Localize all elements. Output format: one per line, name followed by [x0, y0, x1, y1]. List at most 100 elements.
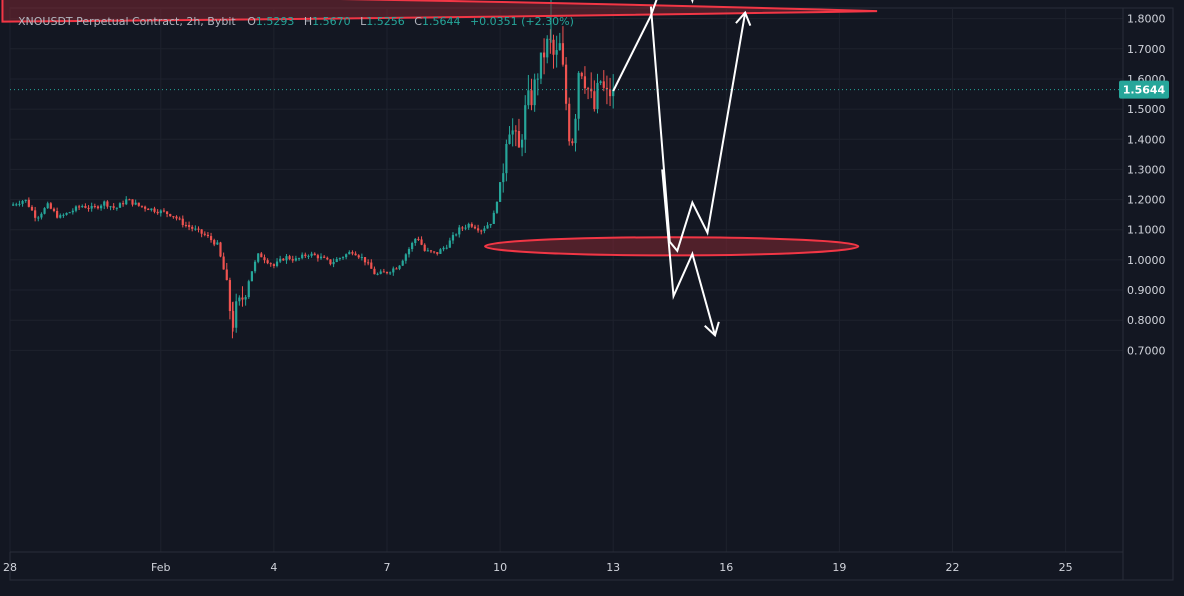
candle-body: [583, 76, 587, 89]
candle: [423, 243, 426, 252]
candle: [401, 259, 404, 267]
candle-body: [429, 250, 433, 252]
candle-body: [564, 64, 568, 104]
candle-body: [492, 212, 495, 224]
candle: [338, 257, 341, 261]
candle: [140, 205, 144, 208]
y-tick-label: 1.7000: [1127, 43, 1166, 56]
candle: [37, 215, 40, 222]
candle: [411, 241, 414, 252]
candle-body: [291, 259, 294, 261]
candle: [533, 73, 536, 112]
candle: [194, 225, 197, 231]
candle: [379, 269, 382, 275]
candle-body: [586, 88, 590, 90]
candle: [360, 253, 363, 261]
candle-body: [37, 217, 40, 219]
y-tick-label: 0.9000: [1127, 284, 1166, 297]
candle: [370, 259, 373, 269]
candle-body: [602, 81, 605, 88]
candle-body: [118, 203, 122, 208]
candle: [373, 266, 376, 275]
candle: [56, 207, 59, 219]
candle: [62, 213, 65, 218]
candle-body: [209, 236, 213, 241]
candle-body: [395, 268, 398, 270]
candle-body: [84, 206, 87, 208]
arrow-path: [612, 0, 694, 92]
candle-body: [495, 201, 499, 213]
candle: [169, 213, 172, 217]
candle: [520, 134, 524, 157]
candle: [351, 250, 354, 256]
candle: [213, 238, 216, 247]
candle: [564, 57, 568, 111]
candle-body: [401, 260, 404, 266]
grid-lines: [9, 8, 1123, 552]
candle-body: [150, 208, 153, 211]
candle: [546, 35, 549, 64]
candle: [225, 262, 228, 281]
candle: [458, 224, 461, 238]
candle-body: [335, 259, 338, 262]
legend-open-label: O: [247, 15, 256, 28]
candle-body: [571, 141, 574, 144]
candle-body: [392, 268, 395, 273]
candle: [590, 72, 593, 99]
candle: [542, 38, 546, 75]
last-price-tag: 1.5644: [1123, 84, 1166, 97]
candle: [279, 255, 282, 264]
candle: [219, 241, 222, 258]
candle-body: [78, 206, 81, 208]
candle-body: [517, 130, 521, 148]
candle: [34, 206, 37, 222]
candle-body: [558, 43, 561, 51]
candle: [313, 252, 316, 256]
candle-body: [143, 206, 147, 209]
candle: [238, 295, 241, 306]
candle-body: [577, 72, 580, 119]
candle: [162, 208, 166, 213]
candle-body: [18, 203, 21, 205]
candle-body: [451, 235, 455, 241]
candle-body: [590, 88, 593, 92]
candle-body: [159, 210, 162, 214]
legend-close-label: C: [414, 15, 422, 28]
candle-body: [213, 240, 216, 245]
candle: [30, 205, 34, 211]
candle-body: [461, 227, 464, 229]
candle: [46, 201, 49, 209]
candle: [253, 260, 257, 274]
candle-body: [489, 223, 492, 226]
candle: [477, 224, 480, 233]
candle: [367, 259, 370, 266]
candle-body: [216, 242, 219, 245]
candle-body: [351, 252, 354, 254]
candle: [90, 202, 93, 212]
candle: [12, 202, 15, 207]
candle: [552, 34, 555, 69]
candle: [49, 202, 52, 210]
candle-body: [40, 213, 43, 218]
candle: [21, 199, 24, 207]
y-tick-label: 1.1000: [1127, 224, 1166, 237]
chart-legend: XNOUSDT Perpetual Contract, 2h, Bybit O1…: [18, 15, 580, 28]
candle: [439, 248, 442, 255]
candle-body: [376, 273, 379, 275]
candle-body: [24, 199, 27, 202]
candle: [389, 271, 392, 275]
candle: [103, 200, 106, 210]
candle: [150, 208, 153, 212]
candle-body: [175, 216, 178, 219]
candle-body: [445, 247, 448, 249]
legend-close-value: 1.5644: [421, 15, 461, 28]
candle: [571, 138, 574, 146]
candle-body: [341, 257, 345, 259]
candle: [392, 266, 395, 276]
candle-body: [52, 208, 56, 211]
support-zone: [484, 236, 860, 257]
candle-body: [49, 203, 52, 209]
candle: [530, 78, 533, 111]
